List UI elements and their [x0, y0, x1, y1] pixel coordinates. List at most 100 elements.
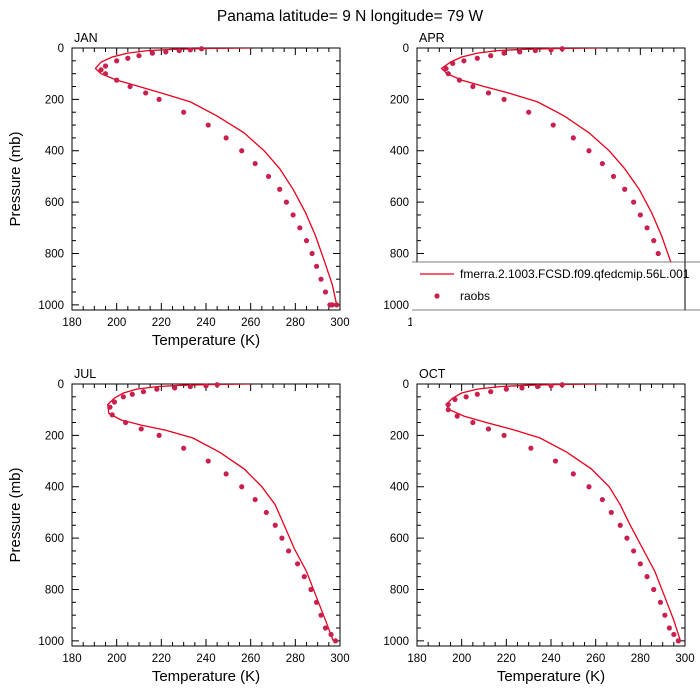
obs-point: [445, 407, 451, 413]
y-tick-label: 0: [58, 43, 64, 55]
obs-point: [443, 65, 449, 72]
obs-point: [109, 412, 115, 418]
legend-dot-swatch: [434, 293, 440, 299]
obs-point: [301, 574, 307, 580]
obs-point: [637, 212, 643, 218]
panel-jan: 180 200 220 240 260 280 300 0 200 400 600 800 1000 JA…: [7, 31, 350, 349]
obs-point: [332, 638, 339, 644]
y-tick-label: 0: [58, 379, 64, 391]
obs-point: [461, 58, 467, 64]
y-tick-label: 800: [390, 248, 409, 260]
x-tick-label: 180: [62, 653, 81, 665]
x-tick-label: 200: [107, 653, 126, 665]
obs-point: [154, 386, 160, 392]
panel-title: JUL: [74, 367, 96, 381]
obs-point: [608, 509, 614, 516]
y-tick-label: 1000: [383, 300, 409, 312]
obs-point: [176, 47, 182, 54]
obs-point: [223, 135, 229, 141]
x-tick-label: 220: [497, 653, 516, 665]
obs-point: [129, 391, 135, 397]
obs-point: [485, 90, 492, 96]
obs-point: [454, 413, 460, 419]
obs-point: [651, 238, 657, 244]
x-axis-title: Temperature (K): [152, 668, 260, 685]
obs-point: [671, 631, 677, 638]
x-tick-label: 280: [286, 653, 305, 665]
obs-point: [322, 289, 329, 295]
obs-point: [290, 212, 296, 218]
x-tick-label: 300: [330, 653, 349, 665]
obs-point: [318, 612, 324, 618]
obs-point: [631, 548, 637, 554]
obs-point: [187, 383, 193, 390]
obs-point: [470, 83, 476, 90]
x-tick-label: 220: [152, 317, 171, 329]
obs-point: [107, 404, 113, 410]
y-tick-label: 1000: [38, 300, 64, 312]
obs-point: [265, 173, 272, 180]
y-tick-label: 600: [390, 197, 409, 209]
obs-point: [559, 46, 565, 52]
obs-point: [617, 522, 623, 528]
obs-point: [318, 276, 324, 282]
obs-point: [239, 484, 245, 490]
obs-point: [334, 302, 340, 308]
obs-point: [149, 50, 155, 56]
obs-point: [570, 135, 576, 141]
obs-point: [127, 83, 133, 90]
obs-point: [313, 599, 320, 605]
y-tick-label: 200: [390, 430, 409, 442]
y-tick-label: 400: [390, 482, 409, 494]
obs-point: [187, 47, 193, 53]
obs-point: [283, 199, 289, 205]
obs-point: [488, 53, 494, 59]
obs-point: [526, 109, 532, 115]
obs-point: [485, 426, 492, 432]
obs-point: [252, 160, 258, 167]
obs-point: [631, 199, 637, 205]
panel-title: OCT: [419, 367, 446, 381]
y-tick-label: 800: [45, 584, 64, 596]
x-tick-label: 240: [196, 653, 215, 665]
obs-point: [599, 160, 605, 167]
x-tick-label: 220: [152, 653, 171, 665]
x-tick-label: 200: [107, 317, 126, 329]
obs-point: [586, 484, 592, 490]
obs-point: [140, 389, 147, 395]
x-axis-title: Temperature (K): [497, 668, 605, 685]
obs-point: [308, 586, 314, 593]
y-axis-title: Pressure (mb): [7, 467, 24, 562]
obs-point: [114, 77, 120, 83]
x-tick-label: 200: [452, 653, 471, 665]
obs-point: [675, 638, 681, 644]
y-tick-label: 600: [45, 533, 64, 545]
obs-point: [470, 419, 476, 426]
obs-point: [463, 394, 469, 400]
plot-frame: [416, 383, 686, 647]
y-tick-label: 400: [45, 482, 64, 494]
obs-point: [622, 186, 628, 192]
obs-point: [120, 394, 126, 400]
y-axis-title: Pressure (mb): [7, 131, 24, 226]
obs-point: [205, 458, 211, 464]
obs-point: [519, 385, 525, 391]
x-tick-label: 240: [196, 317, 215, 329]
obs-point: [501, 50, 507, 56]
obs-point: [198, 46, 205, 52]
obs-point: [328, 631, 334, 638]
obs-point: [651, 586, 657, 593]
obs-point: [450, 60, 456, 67]
obs-point: [272, 522, 278, 528]
obs-point: [644, 574, 650, 580]
y-tick-label: 200: [45, 94, 64, 106]
obs-point: [172, 385, 178, 391]
obs-point: [548, 383, 554, 389]
obs-point: [156, 96, 162, 102]
obs-point: [223, 471, 229, 477]
y-tick-label: 400: [45, 146, 64, 158]
obs-point: [570, 471, 576, 477]
obs-point: [313, 263, 320, 269]
x-axis-title: Temperature (K): [152, 332, 260, 349]
